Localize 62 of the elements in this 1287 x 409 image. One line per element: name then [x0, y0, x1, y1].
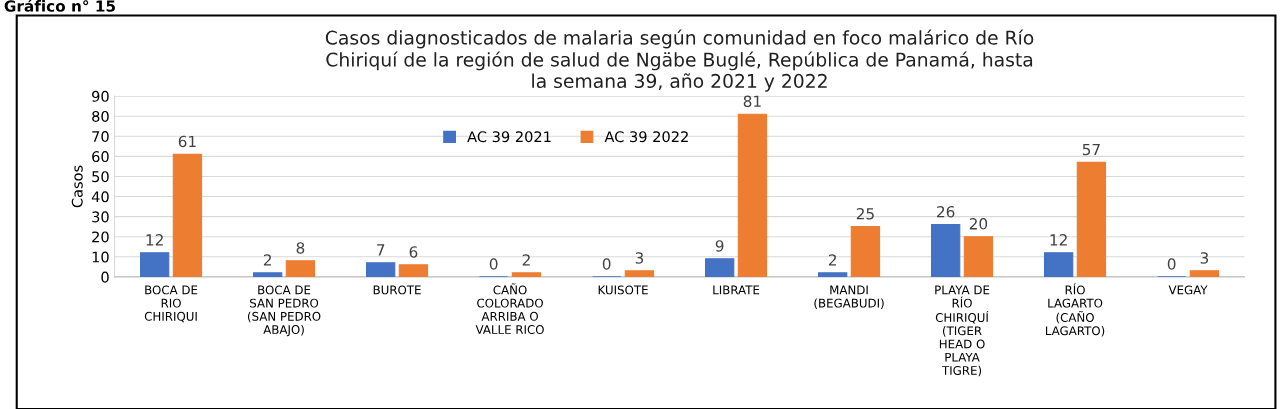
y-tick-label: 90 [92, 90, 109, 102]
y-axis-title: Casos [71, 165, 83, 208]
legend-label: AC 39 2022 [604, 131, 688, 143]
x-tick-label: CAÑO COLORADO ARRIBA O VALLE RICO [475, 283, 544, 335]
bar [285, 260, 316, 277]
bar [624, 270, 655, 277]
data-label: 3 [1200, 252, 1209, 264]
bar [737, 113, 768, 277]
data-label: 8 [296, 242, 305, 254]
data-label: 20 [969, 218, 988, 230]
data-label: 2 [828, 254, 836, 266]
chart-title: Casos diagnosticados de malaria según comunidad en foco malárico de Río Chiriquí de la región de salud de Ngäbe Buglé, República de Panamá, hasta la semana 39, año 2021 y 2022 [325, 29, 1034, 92]
data-label: 12 [1050, 234, 1067, 246]
data-label: 9 [715, 240, 724, 252]
bar [963, 236, 994, 277]
bar [172, 153, 203, 277]
data-label: 0 [1167, 258, 1176, 270]
y-tick-label: 30 [92, 211, 109, 223]
bar [139, 252, 170, 277]
y-tick-label: 60 [92, 151, 109, 163]
bar [704, 258, 735, 277]
bar [365, 262, 396, 277]
bar [1043, 252, 1074, 277]
data-label: 3 [635, 252, 644, 264]
bar [850, 226, 881, 277]
data-label: 6 [409, 246, 418, 258]
bar [930, 224, 961, 277]
x-tick-label: BUROTE [373, 285, 421, 295]
y-tick-label: 50 [92, 171, 109, 183]
bar [1076, 161, 1107, 277]
x-tick-label: BOCA DE RIO CHIRIQUI [144, 285, 198, 323]
data-label: 2 [263, 254, 271, 266]
data-label: 12 [146, 234, 163, 246]
bar [1189, 270, 1220, 277]
x-tick-label: VEGAY [1168, 285, 1208, 295]
data-label: 7 [377, 244, 385, 256]
x-tick-label: BOCA DE SAN PEDRO (SAN PEDRO ABAJO) [247, 285, 321, 337]
data-label: 81 [743, 95, 761, 108]
data-label: 26 [937, 205, 955, 218]
bar [511, 272, 542, 277]
x-tick-label: KUISOTE [598, 285, 648, 295]
data-label: 0 [489, 258, 498, 270]
y-tick-label: 0 [101, 271, 109, 283]
y-tick-label: 40 [91, 191, 109, 203]
data-label: 61 [178, 135, 196, 148]
x-tick-label: PLAYA DE RÍO CHIRIQUÍ (TIGER HEAD O PLAYA TIGRE) [935, 285, 990, 377]
data-label: 2 [522, 254, 530, 266]
y-tick-label: 70 [92, 131, 109, 143]
data-label: 25 [856, 207, 874, 220]
y-tick-label: 20 [92, 231, 109, 243]
data-label: 57 [1082, 143, 1100, 156]
bar [817, 272, 848, 277]
x-tick-label: RÍO LAGARTO (CAÑO LAGARTO) [1045, 283, 1105, 337]
y-tick-label: 10 [92, 251, 109, 263]
x-tick-label: MANDI (BEGABUDI) [814, 285, 884, 309]
x-tick-label: LIBRATE [713, 285, 760, 295]
text: Gráfico n° 15 [4, 0, 116, 12]
data-label: 0 [602, 258, 611, 270]
bar [398, 264, 429, 277]
bar [252, 272, 283, 277]
legend-label: AC 39 2021 [467, 131, 551, 143]
y-tick-label: 80 [92, 110, 109, 122]
